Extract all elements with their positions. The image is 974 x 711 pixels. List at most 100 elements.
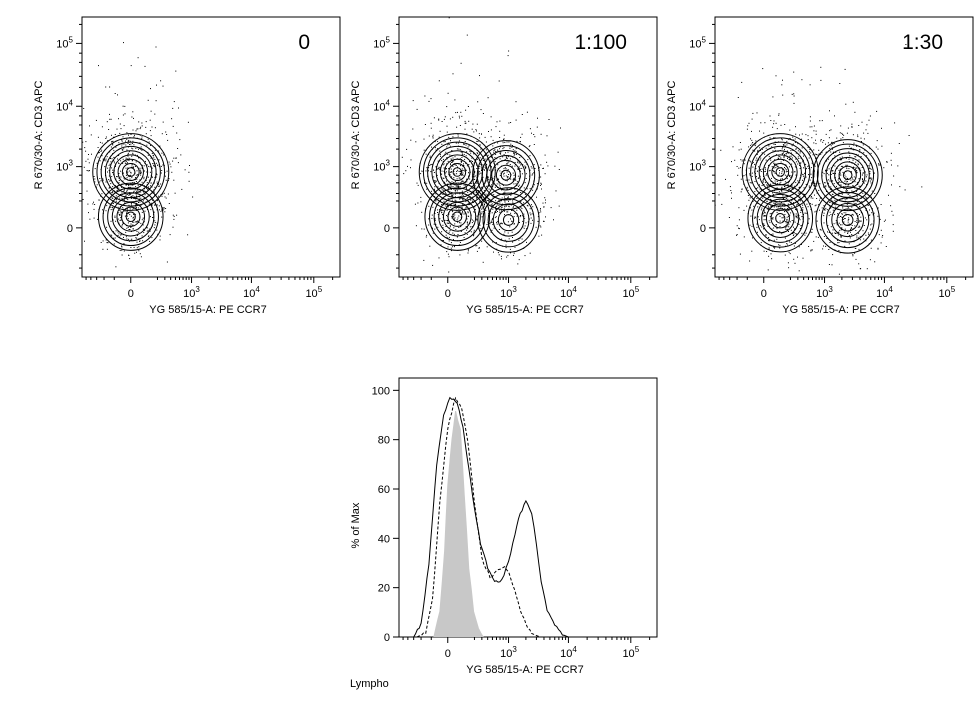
event-dot xyxy=(147,176,149,178)
event-dot xyxy=(832,170,834,172)
event-dot xyxy=(499,175,501,176)
event-dot xyxy=(794,141,796,143)
event-dot xyxy=(487,176,489,178)
event-dot xyxy=(149,166,151,168)
event-dot xyxy=(448,240,450,242)
event-dot xyxy=(459,171,461,173)
event-dot xyxy=(108,179,110,181)
event-dot xyxy=(112,144,114,146)
event-dot xyxy=(118,182,120,184)
event-dot xyxy=(762,178,764,180)
event-dot xyxy=(160,194,162,195)
event-dot xyxy=(128,151,130,153)
event-dot xyxy=(481,142,483,144)
event-dot xyxy=(165,208,167,209)
event-dot xyxy=(880,229,882,231)
event-dot xyxy=(841,217,843,218)
event-dot xyxy=(83,166,85,168)
event-dot xyxy=(457,166,458,168)
event-dot xyxy=(846,166,848,168)
event-dot xyxy=(854,203,856,205)
event-dot xyxy=(97,136,99,138)
event-dot xyxy=(790,229,792,231)
event-dot xyxy=(490,220,492,222)
event-dot xyxy=(829,130,831,132)
event-dot xyxy=(762,197,764,199)
event-dot xyxy=(457,133,459,135)
event-dot xyxy=(788,182,790,184)
event-dot xyxy=(450,159,452,161)
event-dot xyxy=(141,181,143,183)
event-dot xyxy=(857,183,859,185)
event-dot xyxy=(135,186,137,188)
event-dot xyxy=(145,201,147,203)
event-dot xyxy=(751,209,753,211)
event-dot xyxy=(748,122,750,124)
event-dot xyxy=(437,140,439,142)
event-dot xyxy=(840,184,842,186)
event-dot xyxy=(415,141,417,143)
event-dot xyxy=(432,134,434,136)
event-dot xyxy=(493,227,495,229)
event-dot xyxy=(480,164,482,165)
density-contour xyxy=(741,133,819,211)
density-contour xyxy=(765,203,795,234)
event-dot xyxy=(445,226,447,227)
event-dot xyxy=(452,186,454,188)
event-dot xyxy=(499,148,500,150)
event-dot xyxy=(497,168,499,170)
event-dot xyxy=(789,155,791,157)
event-dot xyxy=(855,153,857,155)
event-dot xyxy=(130,195,132,197)
event-dot xyxy=(449,171,451,173)
event-dot xyxy=(851,162,853,164)
event-dot xyxy=(482,188,484,190)
event-dot xyxy=(528,146,530,148)
event-dot xyxy=(477,153,479,155)
event-dot xyxy=(539,225,541,227)
event-dot xyxy=(112,169,114,171)
event-dot xyxy=(475,175,477,177)
density-contour xyxy=(107,192,155,242)
event-dot xyxy=(748,146,750,148)
event-dot xyxy=(794,221,796,223)
event-dot xyxy=(546,161,548,163)
event-dot xyxy=(793,214,795,216)
event-dot xyxy=(501,238,503,240)
event-dot xyxy=(746,205,748,207)
event-dot xyxy=(489,223,491,225)
event-dot xyxy=(122,105,124,107)
event-dot xyxy=(437,168,439,170)
event-dot xyxy=(868,168,870,170)
event-dot xyxy=(850,228,851,230)
event-dot xyxy=(126,132,128,134)
event-dot xyxy=(426,167,428,169)
event-dot xyxy=(510,212,512,214)
event-dot xyxy=(787,183,789,185)
event-dot xyxy=(150,209,152,211)
event-dot xyxy=(407,165,408,167)
event-dot xyxy=(482,176,484,178)
event-dot xyxy=(865,193,867,195)
event-dot xyxy=(481,240,483,242)
event-dot xyxy=(872,208,873,210)
event-dot xyxy=(443,193,445,195)
event-dot xyxy=(156,204,158,206)
event-dot xyxy=(126,212,127,214)
event-dot xyxy=(821,120,823,122)
event-dot xyxy=(465,201,467,203)
event-dot xyxy=(136,178,138,180)
event-dot xyxy=(787,203,789,205)
event-dot xyxy=(151,202,153,204)
event-dot xyxy=(865,129,867,131)
event-dot xyxy=(445,171,447,173)
event-dot xyxy=(794,243,796,244)
event-dot xyxy=(731,161,732,163)
event-dot xyxy=(892,230,894,232)
event-dot xyxy=(148,188,150,189)
event-dot xyxy=(127,171,129,173)
event-dot xyxy=(147,236,149,238)
event-dot xyxy=(777,157,779,159)
event-dot xyxy=(784,174,786,176)
event-dot xyxy=(834,165,836,167)
